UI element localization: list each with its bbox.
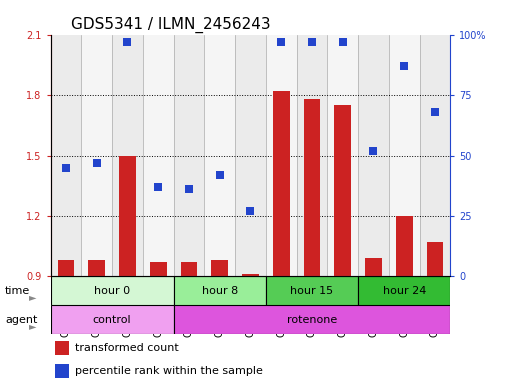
Bar bbox=[303, 99, 320, 276]
Bar bbox=[119, 156, 136, 276]
Bar bbox=[265, 276, 358, 305]
Bar bbox=[211, 260, 228, 276]
Text: ►: ► bbox=[29, 292, 37, 302]
Bar bbox=[55, 364, 69, 378]
Bar bbox=[327, 35, 358, 276]
Text: rotenone: rotenone bbox=[286, 314, 336, 325]
Bar bbox=[173, 276, 265, 305]
Text: hour 8: hour 8 bbox=[201, 286, 237, 296]
Text: time: time bbox=[5, 286, 30, 296]
Text: hour 24: hour 24 bbox=[382, 286, 425, 296]
Bar bbox=[112, 35, 142, 276]
Bar bbox=[55, 341, 69, 355]
Bar bbox=[81, 35, 112, 276]
Text: ►: ► bbox=[29, 321, 37, 331]
Bar bbox=[358, 276, 449, 305]
Text: transformed count: transformed count bbox=[74, 343, 178, 353]
Text: percentile rank within the sample: percentile rank within the sample bbox=[74, 366, 262, 376]
Bar bbox=[426, 242, 442, 276]
Text: GDS5341 / ILMN_2456243: GDS5341 / ILMN_2456243 bbox=[71, 17, 270, 33]
Bar bbox=[50, 305, 173, 334]
Bar bbox=[358, 35, 388, 276]
Text: hour 0: hour 0 bbox=[94, 286, 130, 296]
Bar bbox=[58, 260, 74, 276]
Bar bbox=[241, 275, 259, 276]
Bar bbox=[388, 35, 419, 276]
Bar bbox=[88, 260, 105, 276]
Bar bbox=[296, 35, 327, 276]
Bar bbox=[173, 305, 449, 334]
Bar bbox=[334, 105, 350, 276]
Bar bbox=[50, 276, 173, 305]
Bar bbox=[235, 35, 265, 276]
Text: control: control bbox=[92, 314, 131, 325]
Bar bbox=[142, 35, 173, 276]
Bar bbox=[50, 35, 81, 276]
Text: hour 15: hour 15 bbox=[290, 286, 333, 296]
Bar bbox=[419, 35, 449, 276]
Bar bbox=[149, 262, 166, 276]
Bar bbox=[204, 35, 235, 276]
Bar bbox=[395, 216, 412, 276]
Bar bbox=[180, 262, 197, 276]
Bar bbox=[173, 35, 204, 276]
Text: agent: agent bbox=[5, 315, 37, 325]
Bar bbox=[364, 258, 381, 276]
Bar bbox=[265, 35, 296, 276]
Bar bbox=[272, 91, 289, 276]
